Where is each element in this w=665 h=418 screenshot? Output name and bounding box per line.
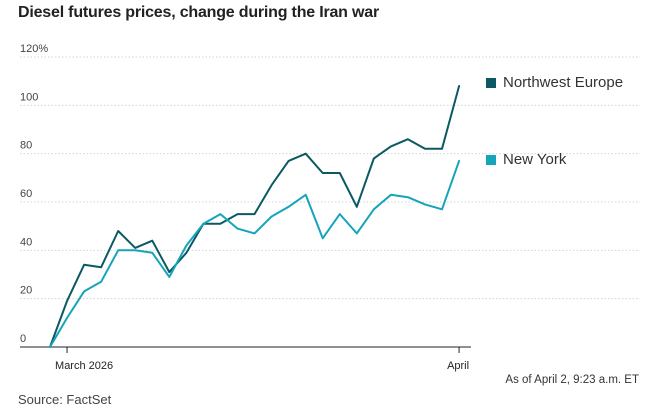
legend-item-northwest-europe: Northwest Europe <box>486 74 623 91</box>
x-tick-label-0: March 2026 <box>55 360 113 372</box>
y-tick-label-60: 60 <box>20 188 32 200</box>
legend-item-new-york: New York <box>486 151 566 168</box>
legend-label-northwest-europe: Northwest Europe <box>503 74 624 91</box>
series-line-new-york <box>49 159 461 348</box>
as-of-timestamp: As of April 2, 9:23 a.m. ET <box>505 374 639 386</box>
legend-swatch-new-york <box>486 154 496 165</box>
y-tick-label-120: 120% <box>20 43 48 55</box>
series-line-northwest-europe <box>49 85 461 348</box>
y-tick-label-20: 20 <box>20 285 32 297</box>
legend-label-new-york: New York <box>503 151 567 168</box>
y-tick-label-0: 0 <box>20 333 26 345</box>
y-tick-label-100: 100 <box>20 91 38 103</box>
x-tick-label-1: April <box>447 360 469 372</box>
legend-swatch-northwest-europe <box>486 77 496 88</box>
y-tick-label-40: 40 <box>20 236 32 248</box>
source-note: Source: FactSet <box>18 392 112 407</box>
y-tick-label-80: 80 <box>20 140 32 152</box>
chart-title: Diesel futures prices, change during the… <box>18 4 379 21</box>
